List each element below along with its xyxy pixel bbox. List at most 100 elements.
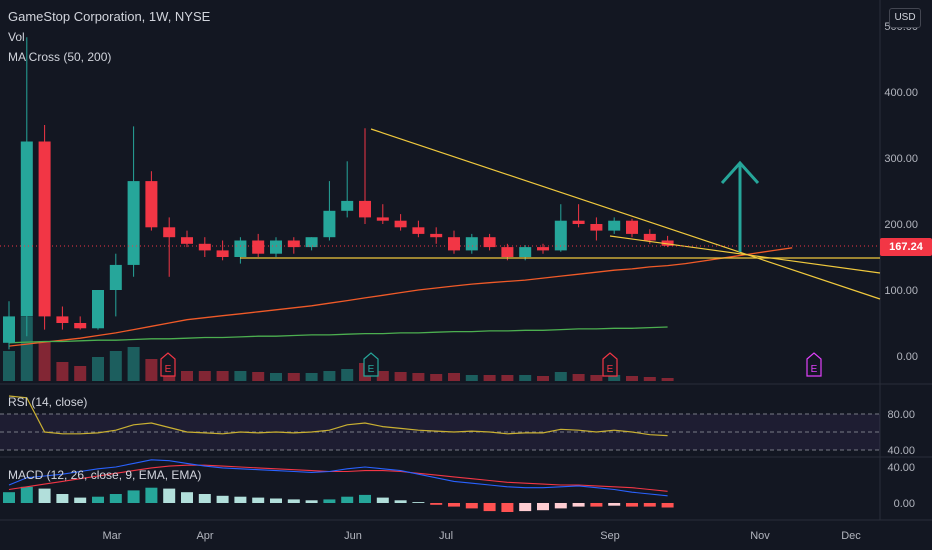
macd-histogram-bar <box>127 490 140 503</box>
grid-lines <box>0 0 932 521</box>
candle-body <box>661 240 674 246</box>
macd-histogram-bar <box>20 486 33 503</box>
candle-body <box>572 220 585 224</box>
volume-bar <box>109 351 122 381</box>
candle-body <box>38 141 51 317</box>
macd-histogram-bar <box>661 503 674 508</box>
rsi-pane <box>0 395 880 451</box>
candle-body <box>305 237 318 248</box>
candle-body <box>92 290 104 329</box>
earnings-marker-icon <box>806 352 822 377</box>
volume-bar <box>287 373 300 381</box>
currency-button[interactable]: USD <box>889 8 921 28</box>
candle-body <box>323 210 336 238</box>
candles <box>3 37 674 350</box>
volume-bar <box>501 375 514 381</box>
macd-histogram-bar <box>305 500 318 503</box>
volume-bars <box>3 317 674 381</box>
rsi-axis-tick: 80.00 <box>887 409 915 421</box>
earnings-marker-icon <box>160 352 176 377</box>
candle-body <box>234 240 247 257</box>
time-axis-tick: Sep <box>600 530 620 542</box>
candle-body <box>20 141 33 317</box>
volume-bar <box>74 366 87 381</box>
volume-bar <box>376 371 389 381</box>
macd-axis-tick: 40.00 <box>887 462 915 474</box>
candle-body <box>74 323 87 329</box>
macd-histogram-bar <box>430 503 443 505</box>
earnings-marker-icon <box>363 352 379 377</box>
macd-histogram-bar <box>590 503 603 507</box>
candle-body <box>626 220 638 234</box>
time-axis-tick: Nov <box>750 530 770 542</box>
volume-bar <box>394 372 407 381</box>
macd-histogram-bar <box>163 488 176 503</box>
trendline-drawings[interactable] <box>0 128 881 300</box>
macd-legend[interactable]: MACD (12, 26, close, 9, EMA, EMA) <box>8 468 202 482</box>
volume-bar <box>56 362 69 381</box>
macd-histogram-bar <box>287 499 300 503</box>
candle-body <box>537 247 549 251</box>
volume-bar <box>216 371 229 381</box>
symbol-title[interactable]: GameStop Corporation, 1W, NYSE <box>8 9 211 24</box>
volume-bar <box>483 375 496 381</box>
ma-cross-legend[interactable]: MA Cross (50, 200) <box>8 50 112 64</box>
breakout-arrow-head <box>720 160 760 185</box>
volume-legend[interactable]: Vol <box>8 30 25 44</box>
macd-histogram-bar <box>465 503 478 509</box>
time-axis-tick: Jun <box>344 530 362 542</box>
macd-histogram-bar <box>323 499 336 503</box>
rsi-legend[interactable]: RSI (14, close) <box>8 395 88 409</box>
volume-bar <box>465 375 478 381</box>
volume-bar <box>572 374 585 381</box>
macd-histogram-bar <box>519 503 532 512</box>
candle-body <box>501 247 514 257</box>
volume-bar <box>554 372 567 381</box>
candle-body <box>287 240 300 248</box>
candle-body <box>590 224 603 231</box>
volume-bar <box>430 374 443 381</box>
volume-bar <box>323 371 336 381</box>
volume-bar <box>198 371 211 381</box>
time-axis-tick: Dec <box>841 530 861 542</box>
macd-line <box>8 459 668 497</box>
time-axis-tick: Apr <box>196 530 213 542</box>
volume-bar <box>341 369 354 381</box>
macd-histogram-bar <box>216 495 229 503</box>
price-axis-tick: 200.00 <box>884 219 918 231</box>
candle-body <box>412 227 425 234</box>
macd-histogram-bar <box>608 503 621 506</box>
candle-body <box>3 316 15 343</box>
volume-bar <box>537 376 549 381</box>
macd-histogram-bar <box>3 492 15 503</box>
candle-body <box>163 227 176 238</box>
candle-body <box>359 200 371 218</box>
volume-bar <box>626 376 638 381</box>
volume-bar <box>590 375 603 381</box>
candle-body <box>394 220 407 228</box>
moving-averages <box>8 247 793 347</box>
candle-body <box>145 181 158 228</box>
rsi-line <box>8 395 668 437</box>
time-axis-tick: Mar <box>103 530 122 542</box>
candle-body <box>554 220 567 251</box>
volume-bar <box>20 317 33 381</box>
earnings-marker-label: E <box>165 364 172 375</box>
last-price-badge: 167.24 <box>880 238 932 256</box>
macd-axis-tick: 0.00 <box>894 498 915 510</box>
macd-signal-line <box>8 464 668 492</box>
volume-bar <box>643 377 656 381</box>
volume-bar <box>92 357 104 381</box>
candle-body <box>376 217 389 221</box>
candle-body <box>608 220 621 231</box>
macd-histogram-bar <box>252 497 265 503</box>
volume-bar <box>661 378 674 381</box>
volume-bar <box>181 371 193 381</box>
price-axis-tick: 100.00 <box>884 285 918 297</box>
macd-histogram-bar <box>109 494 122 503</box>
candle-body <box>430 233 443 238</box>
macd-histogram-bar <box>145 487 158 503</box>
macd-histogram-bar <box>38 488 51 503</box>
